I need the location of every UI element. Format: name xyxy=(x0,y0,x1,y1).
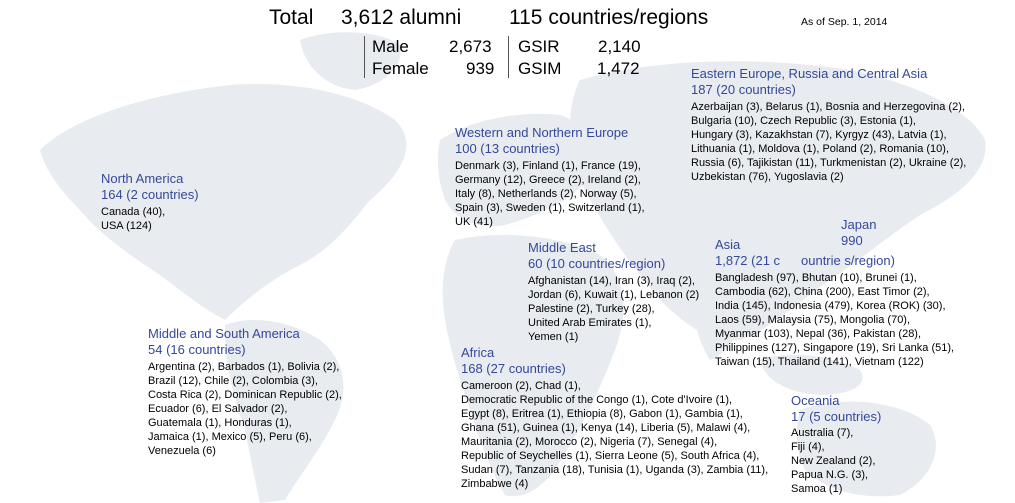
as-of-date: As of Sep. 1, 2014 xyxy=(801,16,888,28)
region-line: Italy (8), Netherlands (2), Norway (5), xyxy=(455,188,637,200)
region-line: Egypt (8), Eritrea (1), Ethiopia (8), Ga… xyxy=(461,408,743,420)
region-south-america: Middle and South America 54 (16 countrie… xyxy=(148,326,342,458)
region-count: 100 (13 countries) xyxy=(455,141,560,156)
greenland-landmass xyxy=(300,32,401,90)
region-line: Democratic Republic of the Congo (1), Co… xyxy=(461,394,733,406)
region-line: Azerbaijan (3), Belarus (1), Bosnia and … xyxy=(691,101,965,113)
region-line: USA (124) xyxy=(101,220,152,232)
region-count: 187 (20 countries) xyxy=(691,82,796,97)
gsir-value: 2,140 xyxy=(598,37,641,56)
japan-landmass xyxy=(850,211,878,257)
region-line: Philippines (127), Singapore (19), Sri L… xyxy=(715,342,955,354)
asia-count-overlap: ountrie s/region) xyxy=(801,253,895,268)
region-line: UK (41) xyxy=(455,216,493,228)
region-japan: Japan 990 xyxy=(841,217,876,249)
region-line: Afghanistan (14), Iran (3), Iraq (2), xyxy=(528,275,695,287)
region-line: United Arab Emirates (1), xyxy=(528,317,652,329)
region-line: Jordan (6), Kuwait (1), Lebanon (2) xyxy=(528,289,700,301)
india-landmass xyxy=(690,283,745,360)
region-line: Cambodia (62), China (200), East Timor (… xyxy=(715,286,930,298)
region-line: Fiji (4), xyxy=(791,441,825,453)
region-line: Mauritania (2), Morocco (2), Nigeria (7)… xyxy=(461,436,718,448)
region-line: Denmark (3), Finland (1), France (19), xyxy=(455,160,641,172)
north-america-landmass xyxy=(40,84,407,320)
female-value: 939 xyxy=(466,59,495,78)
region-name: Eastern Europe, Russia and Central Asia xyxy=(691,66,928,81)
region-line: Cameroon (2), Chad (1), xyxy=(461,380,581,392)
region-line: New Zealand (2), xyxy=(791,455,876,467)
region-line: Samoa (1) xyxy=(791,483,843,495)
africa-landmass xyxy=(442,235,624,497)
region-middle-east: Middle East 60 (10 countries/region) Afg… xyxy=(528,240,699,344)
region-line: Bangladesh (97), Bhutan (10), Brunei (1)… xyxy=(715,272,917,284)
region-eastern-europe: Eastern Europe, Russia and Central Asia … xyxy=(691,66,966,184)
stats-divider-middle xyxy=(508,36,509,78)
region-count: 1,872 (21 c xyxy=(715,253,781,268)
region-line: Uzbekistan (76), Yugoslavia (2) xyxy=(691,171,844,183)
region-line: Costa Rica (2), Dominican Republic (2), xyxy=(148,389,342,401)
region-count: 168 (27 countries) xyxy=(461,361,566,376)
region-line: Myanmar (103), Nepal (36), Pakistan (28)… xyxy=(715,328,922,340)
region-north-america: North America 164 (2 countries) Canada (… xyxy=(101,171,199,233)
region-line: Yemen (1) xyxy=(528,331,579,343)
region-name: Middle and South America xyxy=(148,326,300,341)
region-name: Western and Northern Europe xyxy=(455,125,629,140)
region-count: 17 (5 countries) xyxy=(791,409,882,424)
region-line: Guatemala (1), Honduras (1), xyxy=(148,417,292,429)
region-line: Bulgaria (10), Czech Republic (3), Eston… xyxy=(691,115,916,127)
region-name: Africa xyxy=(461,345,495,360)
asia-landmass xyxy=(569,61,986,341)
region-asia: Asia 1,872 (21 c Bangladesh (97), Bhutan… xyxy=(715,237,954,369)
region-line: Sudan (7), Tanzania (18), Tunisia (1), U… xyxy=(461,464,769,476)
region-line: Venezuela (6) xyxy=(148,445,216,457)
region-line: Palestine (2), Turkey (28), xyxy=(528,303,655,315)
region-africa: Africa 168 (27 countries) Cameroon (2), … xyxy=(461,345,768,491)
south-america-landmass xyxy=(225,320,344,503)
region-name: Oceania xyxy=(791,393,840,408)
region-count: 990 xyxy=(841,233,863,248)
region-count: 60 (10 countries/region) xyxy=(528,256,666,271)
gsir-label: GSIR xyxy=(518,37,560,56)
region-line: Papua N.G. (3), xyxy=(791,469,869,481)
total-alumni: 3,612 alumni xyxy=(341,6,462,29)
region-line: Russia (6), Tajikistan (11), Turkmenista… xyxy=(691,157,967,169)
total-label: Total xyxy=(269,6,314,29)
gsim-label: GSIM xyxy=(518,59,562,78)
region-line: Taiwan (15), Thailand (141), Vietnam (12… xyxy=(715,356,924,368)
region-western-europe: Western and Northern Europe 100 (13 coun… xyxy=(455,125,645,229)
region-line: Republic of Seychelles (1), Sierra Leone… xyxy=(461,450,760,462)
region-line: Argentina (2), Barbados (1), Bolivia (2)… xyxy=(148,361,340,373)
male-label: Male xyxy=(372,37,409,56)
southeast-asia-islands xyxy=(760,354,863,395)
region-line: India (145), Indonesia (479), Korea (ROK… xyxy=(715,300,946,312)
female-label: Female xyxy=(372,59,429,78)
region-oceania: Oceania 17 (5 countries) Australia (7), … xyxy=(791,393,881,496)
region-line: Canada (40), xyxy=(101,206,166,218)
gsim-value: 1,472 xyxy=(597,59,640,78)
region-line: Lithuania (1), Moldova (1), Poland (2), … xyxy=(691,143,950,155)
region-count: 164 (2 countries) xyxy=(101,187,199,202)
europe-landmass xyxy=(437,113,594,227)
region-line: Hungary (3), Kazakhstan (7), Kyrgyz (43)… xyxy=(691,129,947,141)
australia-landmass xyxy=(796,401,936,497)
region-name: Asia xyxy=(715,237,741,252)
region-line: Germany (12), Greece (2), Ireland (2), xyxy=(455,174,641,186)
region-line: Brazil (12), Chile (2), Colombia (3), xyxy=(148,375,318,387)
region-name: Middle East xyxy=(528,240,596,255)
region-name: North America xyxy=(101,171,184,186)
region-line: Ghana (51), Guinea (1), Kenya (14), Libe… xyxy=(461,422,751,434)
stats-divider-left xyxy=(364,36,365,78)
region-line: Ecuador (6), El Salvador (2), xyxy=(148,403,288,415)
male-value: 2,673 xyxy=(449,37,492,56)
region-name: Japan xyxy=(841,217,877,232)
region-line: Zimbabwe (4) xyxy=(461,478,529,490)
region-count: 54 (16 countries) xyxy=(148,342,246,357)
region-line: Laos (59), Malaysia (75), Mongolia (70), xyxy=(715,314,911,326)
total-countries: 115 countries/regions xyxy=(509,6,709,29)
region-line: Jamaica (1), Mexico (5), Peru (6), xyxy=(148,431,312,443)
region-line: Spain (3), Sweden (1), Switzerland (1), xyxy=(455,202,645,214)
region-line: Australia (7), xyxy=(791,427,854,439)
